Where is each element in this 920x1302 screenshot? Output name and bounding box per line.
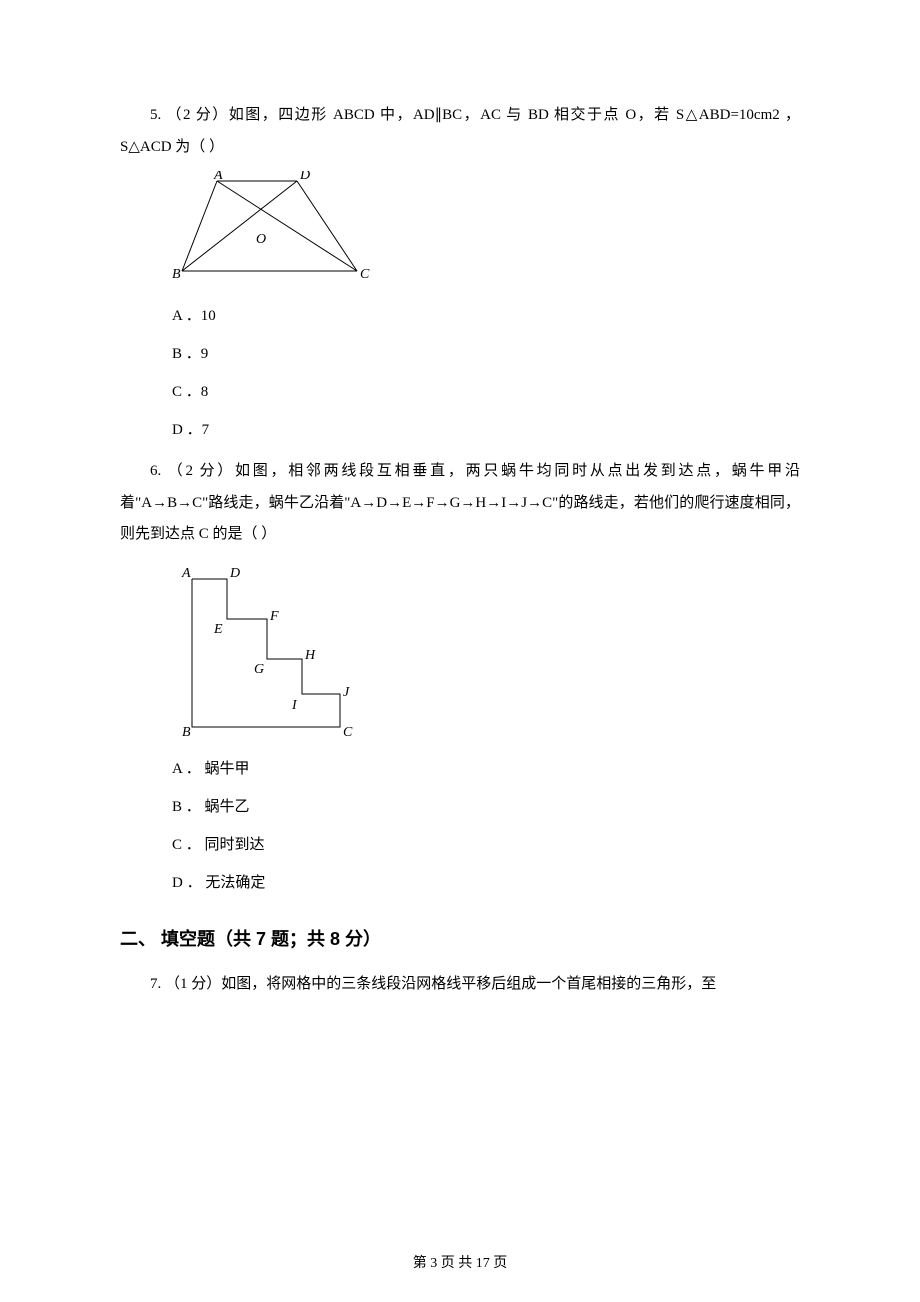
- q6-stem: 6. （2 分）如图，相邻两线段互相垂直，两只蜗牛均同时从点出发到达点，蜗牛甲沿…: [120, 456, 800, 551]
- q6-label-D: D: [229, 566, 240, 581]
- page-footer: 第 3 页 共 17 页: [0, 1252, 920, 1272]
- q5-option-d: D ．7: [172, 418, 800, 442]
- q5-label-B: B: [172, 267, 181, 282]
- q6-option-d: D ． 无法确定: [172, 871, 800, 895]
- q6-label-A: A: [181, 566, 191, 581]
- q6-label-C: C: [343, 725, 353, 739]
- q6-svg: A D E F G H I J C B: [172, 559, 367, 739]
- q6-option-a: A ． 蜗牛甲: [172, 757, 800, 781]
- q5-option-a: A ．10: [172, 304, 800, 328]
- q6-label-B: B: [182, 725, 191, 739]
- q6-label-G: G: [254, 662, 264, 677]
- q7-stem: 7. （1 分）如图，将网格中的三条线段沿网格线平移后组成一个首尾相接的三角形，…: [120, 969, 800, 1001]
- page: 5. （2 分）如图，四边形 ABCD 中，AD∥BC，AC 与 BD 相交于点…: [0, 0, 920, 1302]
- q5-option-b: B ．9: [172, 342, 800, 366]
- q5-label-D: D: [299, 171, 310, 183]
- q5-figure: A D B C O: [172, 171, 800, 286]
- q5-svg: A D B C O: [172, 171, 372, 286]
- q6-figure: A D E F G H I J C B: [172, 559, 800, 739]
- q5-label-A: A: [213, 171, 223, 183]
- q6-label-I: I: [291, 698, 298, 713]
- q5-option-c: C ．8: [172, 380, 800, 404]
- q5-stem: 5. （2 分）如图，四边形 ABCD 中，AD∥BC，AC 与 BD 相交于点…: [120, 100, 800, 163]
- q6-option-c: C ． 同时到达: [172, 833, 800, 857]
- q6-label-H: H: [304, 648, 316, 663]
- q5-label-O: O: [256, 232, 266, 247]
- q6-label-E: E: [213, 622, 223, 637]
- q6-option-b: B ． 蜗牛乙: [172, 795, 800, 819]
- q6-label-J: J: [343, 685, 350, 700]
- q5-label-C: C: [360, 267, 370, 282]
- section-2-heading: 二、 填空题（共 7 题；共 8 分）: [120, 925, 800, 951]
- q6-label-F: F: [269, 609, 279, 624]
